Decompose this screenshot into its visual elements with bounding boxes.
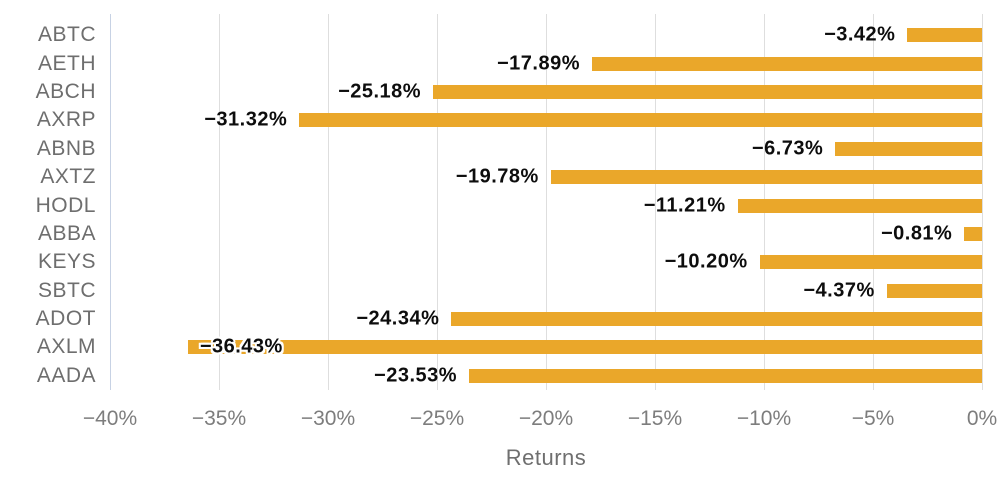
bar-row-abtc: −3.42% — [110, 21, 982, 49]
y-axis-category-labels: ABTC AETH ABCH AXRP ABNB AXTZ HODL ABBA KEYS SBTC… — [0, 21, 96, 390]
bar-row-abch: −25.18% — [110, 78, 982, 106]
x-tick-label: 0% — [966, 407, 998, 430]
plot-area: −3.42% −17.89% −25.18% −31.32% −6.73% −19.78%… — [109, 14, 983, 390]
bar-row-aada: −23.53% — [110, 362, 982, 390]
category-label-abtc: ABTC — [37, 23, 96, 47]
category-label-keys: KEYS — [37, 250, 96, 274]
bar-row-sbtc: −4.37% — [110, 277, 982, 305]
value-label-sbtc: −4.37% — [803, 279, 875, 302]
x-tick-label: −30% — [300, 407, 356, 430]
x-tick-label: −40% — [82, 407, 138, 430]
x-tick-label: −20% — [518, 407, 574, 430]
value-label-abnb: −6.73% — [751, 137, 824, 160]
bar-abtc — [907, 28, 982, 43]
value-label-abba: −0.81% — [880, 222, 953, 245]
value-label-hodl: −11.21% — [643, 194, 726, 217]
category-label-aada: AADA — [36, 363, 96, 387]
value-label-keys: −10.20% — [664, 250, 748, 273]
bar-row-axtz: −19.78% — [110, 163, 982, 191]
bar-sbtc — [886, 283, 982, 298]
category-label-abba: ABBA — [37, 221, 96, 245]
value-label-abtc: −3.42% — [824, 23, 896, 46]
value-label-axrp: −31.32% — [204, 108, 288, 131]
value-label-abch: −25.18% — [338, 80, 422, 103]
x-tick-label: −10% — [736, 407, 792, 430]
category-label-adot: ADOT — [35, 307, 96, 331]
bar-adot — [451, 312, 982, 327]
bars-layer: −3.42% −17.89% −25.18% −31.32% −6.73% −19.78%… — [110, 21, 982, 390]
x-tick-label: −15% — [627, 407, 683, 430]
gridline — [218, 14, 220, 390]
bar-keys — [759, 255, 982, 270]
category-label-aeth: AETH — [37, 51, 96, 75]
bar-aada — [469, 368, 982, 383]
bar-row-abnb: −6.73% — [110, 135, 982, 163]
category-label-abnb: ABNB — [36, 136, 96, 160]
category-label-axlm: AXLM — [36, 335, 96, 359]
bar-row-hodl: −11.21% — [110, 191, 982, 219]
gridline — [327, 14, 329, 390]
x-axis-tick-labels: −40% −35% −30% −25% −20% −15% −10% −5% 0% — [83, 407, 997, 435]
bar-row-abba: −0.81% — [110, 220, 982, 248]
x-tick-label: −5% — [851, 407, 895, 430]
x-tick-label: −35% — [191, 407, 247, 430]
bar-row-axrp: −31.32% — [110, 106, 982, 134]
bar-axlm — [187, 340, 982, 355]
bar-row-axlm: −36.43% — [110, 333, 982, 361]
bar-axtz — [550, 170, 982, 185]
gridline — [981, 14, 983, 390]
category-label-axtz: AXTZ — [40, 165, 96, 189]
x-axis-title: Returns — [505, 445, 587, 470]
bar-abch — [433, 84, 982, 99]
value-label-axtz: −19.78% — [455, 165, 539, 188]
bar-row-keys: −10.20% — [110, 248, 982, 276]
value-label-aada: −23.53% — [374, 364, 458, 387]
value-label-aeth: −17.89% — [496, 52, 580, 75]
value-label-adot: −24.34% — [356, 307, 440, 330]
category-label-hodl: HODL — [35, 193, 96, 217]
bar-hodl — [737, 198, 982, 213]
category-label-sbtc: SBTC — [37, 278, 96, 302]
gridline — [545, 14, 547, 390]
bar-abba — [964, 226, 982, 241]
axis-edge-line — [109, 14, 111, 390]
bar-axrp — [299, 113, 982, 128]
bar-aeth — [592, 56, 982, 71]
bar-abnb — [835, 141, 982, 156]
x-tick-label: −25% — [409, 407, 465, 430]
bar-row-adot: −24.34% — [110, 305, 982, 333]
gridline — [654, 14, 656, 390]
category-label-axrp: AXRP — [36, 108, 96, 132]
gridline — [436, 14, 438, 390]
value-label-axlm: −36.43% — [199, 335, 283, 358]
bar-row-aeth: −17.89% — [110, 49, 982, 77]
category-label-abch: ABCH — [35, 79, 96, 103]
